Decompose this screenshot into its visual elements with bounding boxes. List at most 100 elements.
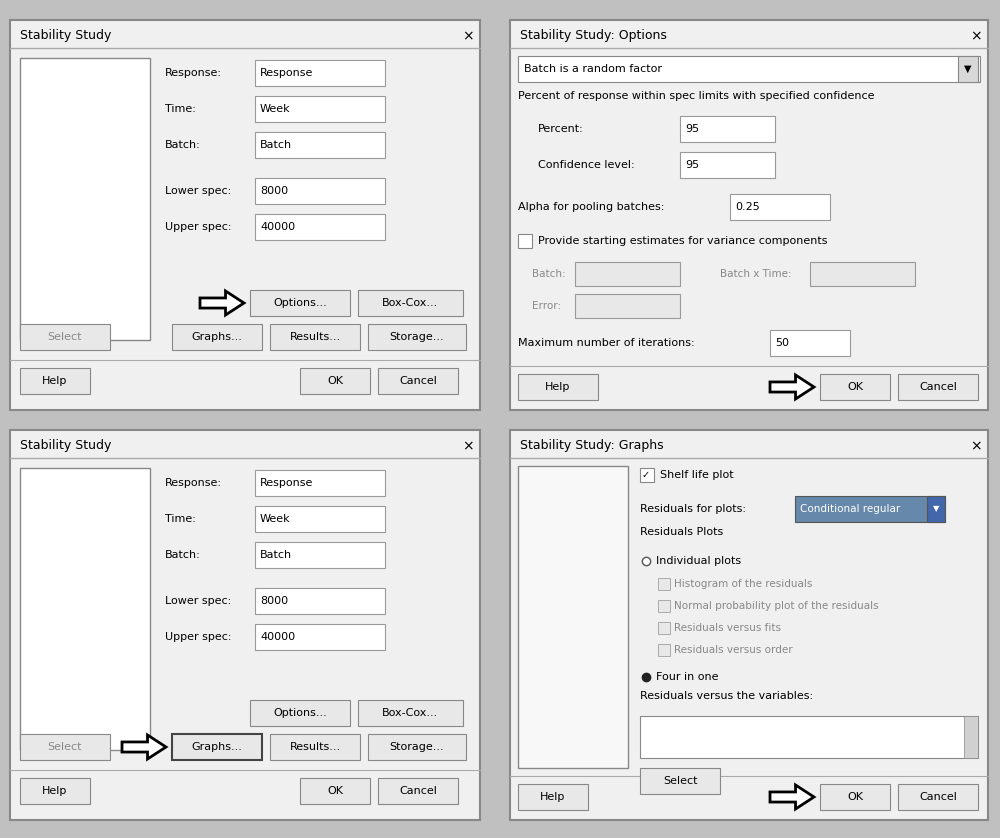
FancyBboxPatch shape: [255, 60, 385, 86]
Text: ×: ×: [970, 29, 982, 43]
FancyBboxPatch shape: [898, 374, 978, 400]
Text: Help: Help: [42, 786, 68, 796]
FancyBboxPatch shape: [658, 600, 670, 612]
Text: 40000: 40000: [260, 222, 295, 232]
FancyBboxPatch shape: [10, 20, 480, 410]
FancyBboxPatch shape: [250, 700, 350, 726]
Text: ×: ×: [462, 29, 474, 43]
Text: Storage...: Storage...: [390, 332, 444, 342]
FancyBboxPatch shape: [518, 56, 980, 82]
Polygon shape: [122, 735, 166, 759]
Text: Cancel: Cancel: [399, 786, 437, 796]
FancyBboxPatch shape: [255, 96, 385, 122]
Text: Response: Response: [260, 68, 313, 78]
FancyBboxPatch shape: [255, 132, 385, 158]
Text: 40000: 40000: [260, 632, 295, 642]
Polygon shape: [200, 291, 244, 315]
Text: ▼: ▼: [933, 504, 939, 514]
FancyBboxPatch shape: [658, 644, 670, 656]
Text: Residuals versus the variables:: Residuals versus the variables:: [640, 691, 813, 701]
Text: 95: 95: [685, 160, 699, 170]
Text: Week: Week: [260, 104, 291, 114]
Text: OK: OK: [847, 382, 863, 392]
Text: Stability Study: Stability Study: [20, 439, 111, 453]
FancyBboxPatch shape: [518, 374, 598, 400]
FancyBboxPatch shape: [255, 542, 385, 568]
Text: Four in one: Four in one: [656, 672, 718, 682]
FancyBboxPatch shape: [510, 430, 988, 820]
FancyBboxPatch shape: [640, 768, 720, 794]
FancyBboxPatch shape: [575, 262, 680, 286]
Text: Help: Help: [540, 792, 566, 802]
FancyBboxPatch shape: [300, 778, 370, 804]
Text: Residuals Plots: Residuals Plots: [640, 527, 723, 537]
Text: Help: Help: [545, 382, 571, 392]
FancyBboxPatch shape: [518, 234, 532, 248]
Text: Confidence level:: Confidence level:: [538, 160, 635, 170]
Text: 0.25: 0.25: [735, 202, 760, 212]
Text: Individual plots: Individual plots: [656, 556, 741, 566]
FancyBboxPatch shape: [898, 784, 978, 810]
Text: ▼: ▼: [964, 64, 972, 74]
Text: Residuals versus fits: Residuals versus fits: [674, 623, 781, 633]
Polygon shape: [770, 375, 814, 399]
FancyBboxPatch shape: [770, 330, 850, 356]
FancyBboxPatch shape: [270, 324, 360, 350]
Text: Box-Cox...: Box-Cox...: [382, 708, 438, 718]
Text: Alpha for pooling batches:: Alpha for pooling batches:: [518, 202, 664, 212]
FancyBboxPatch shape: [368, 734, 466, 760]
Text: OK: OK: [327, 376, 343, 386]
FancyBboxPatch shape: [680, 152, 775, 178]
Text: Batch:: Batch:: [165, 550, 201, 560]
FancyBboxPatch shape: [250, 290, 350, 316]
FancyBboxPatch shape: [172, 324, 262, 350]
FancyBboxPatch shape: [255, 470, 385, 496]
Text: Help: Help: [42, 376, 68, 386]
FancyBboxPatch shape: [20, 58, 150, 340]
FancyBboxPatch shape: [20, 468, 150, 750]
Text: Maximum number of iterations:: Maximum number of iterations:: [518, 338, 695, 348]
FancyBboxPatch shape: [300, 368, 370, 394]
Text: Response:: Response:: [165, 68, 222, 78]
Text: Lower spec:: Lower spec:: [165, 186, 231, 196]
FancyBboxPatch shape: [658, 622, 670, 634]
Text: 8000: 8000: [260, 186, 288, 196]
FancyBboxPatch shape: [378, 778, 458, 804]
FancyBboxPatch shape: [658, 578, 670, 590]
FancyBboxPatch shape: [820, 374, 890, 400]
FancyBboxPatch shape: [795, 496, 945, 522]
FancyBboxPatch shape: [680, 116, 775, 142]
FancyBboxPatch shape: [820, 784, 890, 810]
Text: OK: OK: [327, 786, 343, 796]
Text: Upper spec:: Upper spec:: [165, 222, 232, 232]
FancyBboxPatch shape: [510, 20, 988, 410]
Text: OK: OK: [847, 792, 863, 802]
FancyBboxPatch shape: [575, 294, 680, 318]
Text: Batch: Batch: [260, 550, 292, 560]
Text: Graphs...: Graphs...: [192, 742, 242, 752]
Text: Options...: Options...: [273, 708, 327, 718]
Text: ×: ×: [462, 439, 474, 453]
Text: Time:: Time:: [165, 514, 196, 524]
Text: Week: Week: [260, 514, 291, 524]
Text: Error:: Error:: [532, 301, 561, 311]
Text: Cancel: Cancel: [399, 376, 437, 386]
FancyBboxPatch shape: [270, 734, 360, 760]
Text: 95: 95: [685, 124, 699, 134]
Text: Select: Select: [663, 776, 697, 786]
Text: Results...: Results...: [289, 742, 341, 752]
Text: Provide starting estimates for variance components: Provide starting estimates for variance …: [538, 236, 828, 246]
FancyBboxPatch shape: [358, 290, 463, 316]
Text: Stability Study: Stability Study: [20, 29, 111, 43]
Text: Normal probability plot of the residuals: Normal probability plot of the residuals: [674, 601, 879, 611]
FancyBboxPatch shape: [172, 734, 262, 760]
Text: Time:: Time:: [165, 104, 196, 114]
FancyBboxPatch shape: [378, 368, 458, 394]
Text: Percent of response within spec limits with specified confidence: Percent of response within spec limits w…: [518, 91, 874, 101]
FancyBboxPatch shape: [518, 466, 628, 768]
Text: Upper spec:: Upper spec:: [165, 632, 232, 642]
Text: Batch:: Batch:: [165, 140, 201, 150]
Text: Percent:: Percent:: [538, 124, 584, 134]
Text: Lower spec:: Lower spec:: [165, 596, 231, 606]
Text: ✓: ✓: [642, 470, 650, 480]
